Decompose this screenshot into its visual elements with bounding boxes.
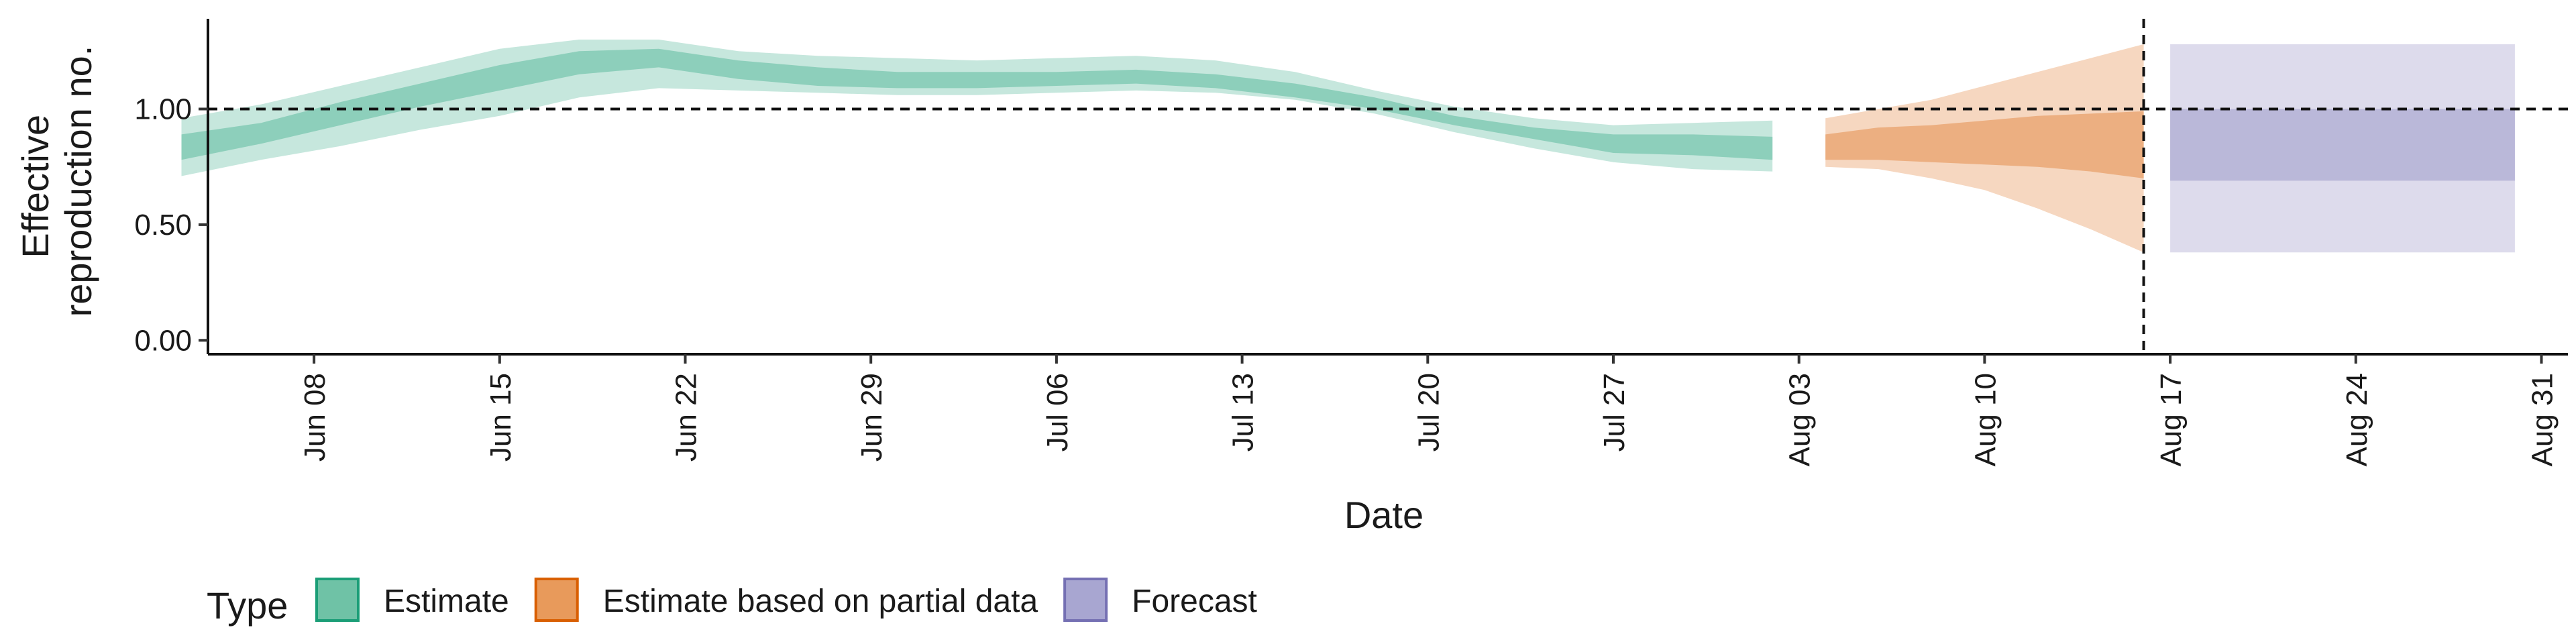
x-tick-label: Jun 15: [484, 373, 517, 462]
x-tick-label: Jul 06: [1041, 373, 1074, 451]
legend-key: [534, 578, 579, 622]
y-axis-title-line-2: reproduction no.: [57, 46, 99, 317]
y-tick-label: 0.00: [134, 324, 192, 357]
x-tick-label: Aug 03: [1784, 373, 1817, 466]
y-axis-title: Effective reproduction no.: [14, 46, 99, 317]
y-axis-title-line-1: Effective: [14, 115, 56, 258]
y-tick-label: 0.50: [134, 209, 192, 241]
axis-titles: Date Effective reproduction no.: [14, 46, 1424, 536]
band-inner-forecast: [2170, 109, 2515, 181]
legend-title: Type: [207, 584, 288, 627]
bands-layer: [181, 40, 2515, 253]
x-tick-label: Aug 31: [2526, 373, 2559, 466]
legend-label: Forecast: [1132, 584, 1257, 619]
x-tick-label: Jun 22: [670, 373, 703, 462]
x-tick-label: Aug 17: [2155, 373, 2188, 466]
x-tick-label: Jul 13: [1227, 373, 1260, 451]
x-tick-label: Aug 10: [1969, 373, 2002, 466]
band-inner-estimate: [181, 48, 1773, 160]
x-axis-title: Date: [1344, 494, 1424, 536]
y-tick-label: 1.00: [134, 93, 192, 125]
legend: Type Estimate Estimate based on partial d…: [207, 578, 1257, 627]
x-tick-label: Jul 27: [1598, 373, 1631, 451]
x-tick-label: Jun 29: [855, 373, 888, 462]
axes: [207, 19, 2568, 356]
legend-label: Estimate: [384, 584, 509, 619]
x-tick-label: Jun 08: [299, 373, 331, 462]
ticks-layer: 0.00 0.50 1.00 Jun 08 Jun 15 Jun 22 Jun 29 Jul …: [134, 93, 2559, 466]
legend-key: [315, 578, 360, 622]
legend-key: [1063, 578, 1108, 622]
legend-label: Estimate based on partial data: [603, 584, 1038, 619]
x-tick-label: Jul 20: [1412, 373, 1445, 451]
reference-lines: [208, 19, 2568, 354]
x-tick-label: Aug 24: [2341, 373, 2373, 466]
band-inner-estimate-based-on-partial-data: [1825, 111, 2144, 178]
